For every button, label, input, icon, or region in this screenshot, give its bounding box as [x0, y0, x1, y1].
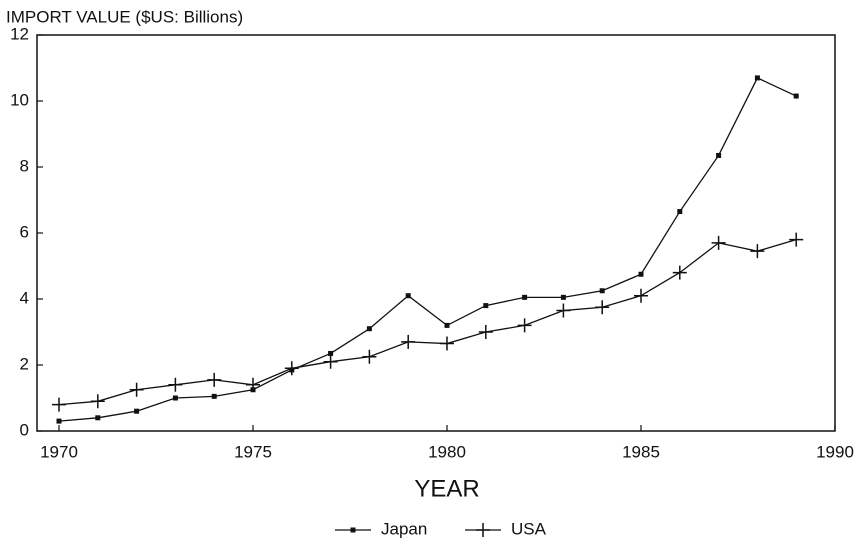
marker	[560, 294, 566, 300]
marker	[134, 408, 140, 414]
series-line	[58, 238, 797, 406]
marker	[362, 349, 377, 364]
marker	[90, 394, 105, 409]
marker	[129, 382, 144, 397]
marker	[95, 415, 101, 421]
x-tick-label: 1970	[40, 442, 78, 461]
marker	[246, 377, 260, 392]
marker	[754, 75, 760, 81]
marker	[638, 271, 644, 277]
x-tick-label: 1980	[428, 442, 466, 461]
marker	[366, 326, 372, 332]
marker	[168, 377, 183, 392]
marker	[284, 361, 299, 376]
y-tick-label: 0	[20, 420, 29, 439]
legend-label: Japan	[381, 519, 427, 538]
marker	[440, 336, 454, 351]
x-tick-label: 1990	[816, 442, 854, 461]
marker	[405, 293, 411, 299]
marker	[556, 303, 571, 318]
marker	[56, 418, 62, 424]
x-tick-label: 1985	[622, 442, 660, 461]
plot-frame	[36, 34, 836, 432]
marker	[328, 350, 334, 356]
y-tick-label: 12	[10, 24, 29, 43]
marker	[716, 152, 722, 158]
marker	[323, 354, 338, 369]
y-tick-label: 4	[20, 288, 29, 307]
series-line	[58, 77, 797, 422]
marker	[517, 318, 532, 333]
marker	[634, 288, 648, 303]
marker	[522, 294, 528, 300]
marker	[207, 372, 222, 387]
marker	[793, 93, 799, 99]
marker	[789, 232, 804, 247]
marker	[401, 334, 416, 349]
marker	[172, 395, 178, 401]
marker	[750, 244, 765, 259]
marker	[478, 325, 493, 339]
marker	[444, 322, 450, 328]
legend-item: Japan	[335, 519, 427, 538]
y-tick-label: 8	[20, 156, 29, 175]
chart-title: IMPORT VALUE ($US: Billions)	[6, 7, 243, 26]
legend-item: USA	[465, 519, 547, 538]
marker	[595, 300, 610, 315]
marker	[52, 397, 66, 412]
marker	[211, 393, 217, 399]
y-tick-label: 2	[20, 354, 29, 373]
marker	[483, 303, 489, 309]
legend-marker	[476, 523, 490, 537]
marker	[672, 265, 687, 280]
x-axis-label: YEAR	[414, 475, 479, 502]
marker	[711, 235, 726, 250]
legend-label: USA	[511, 519, 547, 538]
x-tick-label: 1975	[234, 442, 272, 461]
marker	[677, 209, 683, 215]
marker	[599, 288, 605, 294]
y-tick-label: 6	[20, 222, 29, 241]
legend-marker	[350, 527, 356, 533]
y-tick-label: 10	[10, 90, 29, 109]
